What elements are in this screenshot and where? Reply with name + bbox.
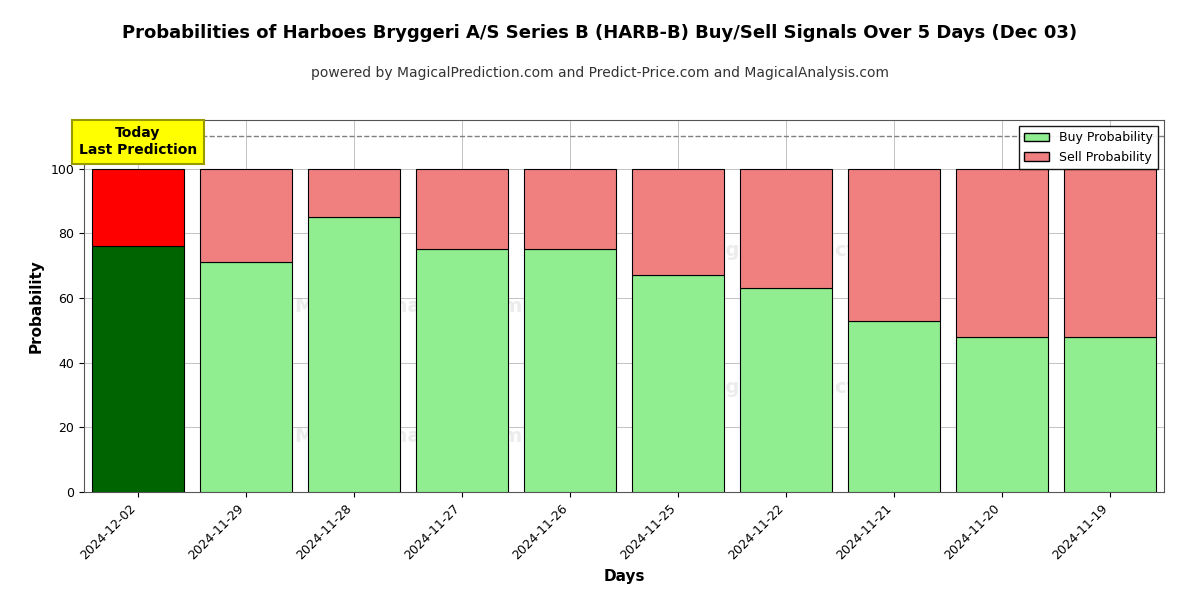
Bar	[200, 262, 292, 492]
Y-axis label: Probability: Probability	[29, 259, 43, 353]
Bar	[92, 246, 184, 492]
Text: powered by MagicalPrediction.com and Predict-Price.com and MagicalAnalysis.com: powered by MagicalPrediction.com and Pre…	[311, 66, 889, 80]
Text: MagicalPrediction.com: MagicalPrediction.com	[694, 241, 943, 260]
X-axis label: Days: Days	[604, 569, 644, 584]
Text: Today
Last Prediction: Today Last Prediction	[79, 127, 197, 157]
Bar	[1064, 169, 1156, 337]
Bar	[740, 288, 832, 492]
Bar	[848, 169, 940, 320]
Text: MagicalAnalysis.com: MagicalAnalysis.com	[294, 296, 522, 316]
Legend: Buy Probability, Sell Probability: Buy Probability, Sell Probability	[1019, 126, 1158, 169]
Bar	[1064, 337, 1156, 492]
Bar	[92, 169, 184, 246]
Bar	[956, 337, 1048, 492]
Bar	[524, 250, 616, 492]
Bar	[200, 169, 292, 262]
Bar	[848, 320, 940, 492]
Text: MagicalAnalysis.com: MagicalAnalysis.com	[294, 427, 522, 446]
Bar	[956, 169, 1048, 337]
Bar	[308, 217, 400, 492]
Bar	[740, 169, 832, 288]
Bar	[416, 250, 508, 492]
Bar	[416, 169, 508, 250]
Text: MagicalPrediction.com: MagicalPrediction.com	[694, 379, 943, 397]
Bar	[524, 169, 616, 250]
Text: Probabilities of Harboes Bryggeri A/S Series B (HARB-B) Buy/Sell Signals Over 5 : Probabilities of Harboes Bryggeri A/S Se…	[122, 24, 1078, 42]
Bar	[308, 169, 400, 217]
Bar	[632, 169, 724, 275]
Bar	[632, 275, 724, 492]
